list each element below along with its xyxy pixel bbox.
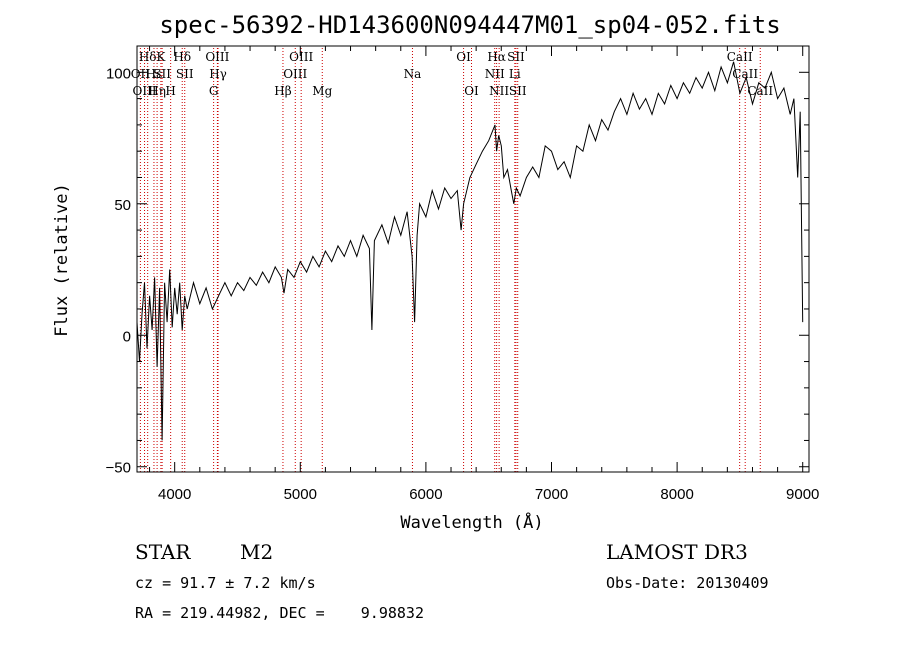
spectral-line-label: Hδ [173,50,191,64]
x-tick-label: 6000 [409,486,442,503]
spectral-line-label: Hδ [139,50,157,64]
spectral-line-label: SII [176,67,194,81]
spectral-lines [139,48,761,472]
x-tick-label: 7000 [535,486,568,503]
spectral-line-label: Hε [146,67,163,81]
spectral-line-label: SII [509,84,527,98]
spectral-line-label: Hη [148,84,166,98]
x-axis-label: Wavelength (Å) [400,511,543,533]
spectral-line-label: Na [404,67,422,81]
spectral-line-label: Li [509,67,521,81]
observation-date: Obs-Date: 20130409 [606,574,769,592]
spectral-line-label: CaII [727,50,753,64]
spectral-line-label: OIII [283,67,307,81]
spectral-line-label: Hγ [209,67,227,81]
spectral-line-label: OIII [133,84,157,98]
y-axis-label: Flux (relative) [52,183,72,337]
spectral-line-label: NII [485,67,505,81]
spectral-line-label: OII [131,67,151,81]
redshift-velocity: cz = 91.7 ± 7.2 km/s [135,574,316,592]
spectral-line-label: OIII [289,50,313,64]
spectral-line-label: OIII [205,50,229,64]
spectral-line-label: OI [464,84,479,98]
spectral-line-label: G [209,84,219,98]
x-tick-label: 4000 [158,486,191,503]
spectral-line-label: Hα [487,50,506,64]
spectral-line-label: OI [456,50,471,64]
x-tick-label: 5000 [284,486,317,503]
flux-series-line [136,61,804,441]
chart-title: spec-56392-HD143600N094447M01_sp04-052.f… [159,11,780,39]
spectral-line-label: Mg [312,84,332,98]
object-class: STAR [135,540,191,564]
spectral-line-label: CaII [732,67,758,81]
spectral-line-label: Hβ [274,84,291,98]
spectral-line-label: CaII [747,84,773,98]
y-tick-label: 100 [106,65,131,82]
axis-ticks: 4000 5000 6000 7000 8000 9000 −50 0 50 100 [106,46,819,503]
coordinates: RA = 219.44982, DEC = 9.98832 [135,604,424,622]
spectral-line-label: SII [507,50,525,64]
spectral-line-label: NII [489,84,509,98]
object-subclass: M2 [240,540,274,564]
spectral-line-label: SII [153,67,171,81]
spectral-line-label: H [165,84,175,98]
survey-name: LAMOST DR3 [606,540,748,564]
y-tick-label: 50 [114,197,131,214]
plot-frame [136,45,810,473]
y-tick-label: −50 [106,460,131,477]
x-tick-label: 9000 [786,486,819,503]
y-tick-label: 0 [123,328,131,345]
x-tick-label: 8000 [660,486,693,503]
spectral-line-label: K [156,50,166,64]
